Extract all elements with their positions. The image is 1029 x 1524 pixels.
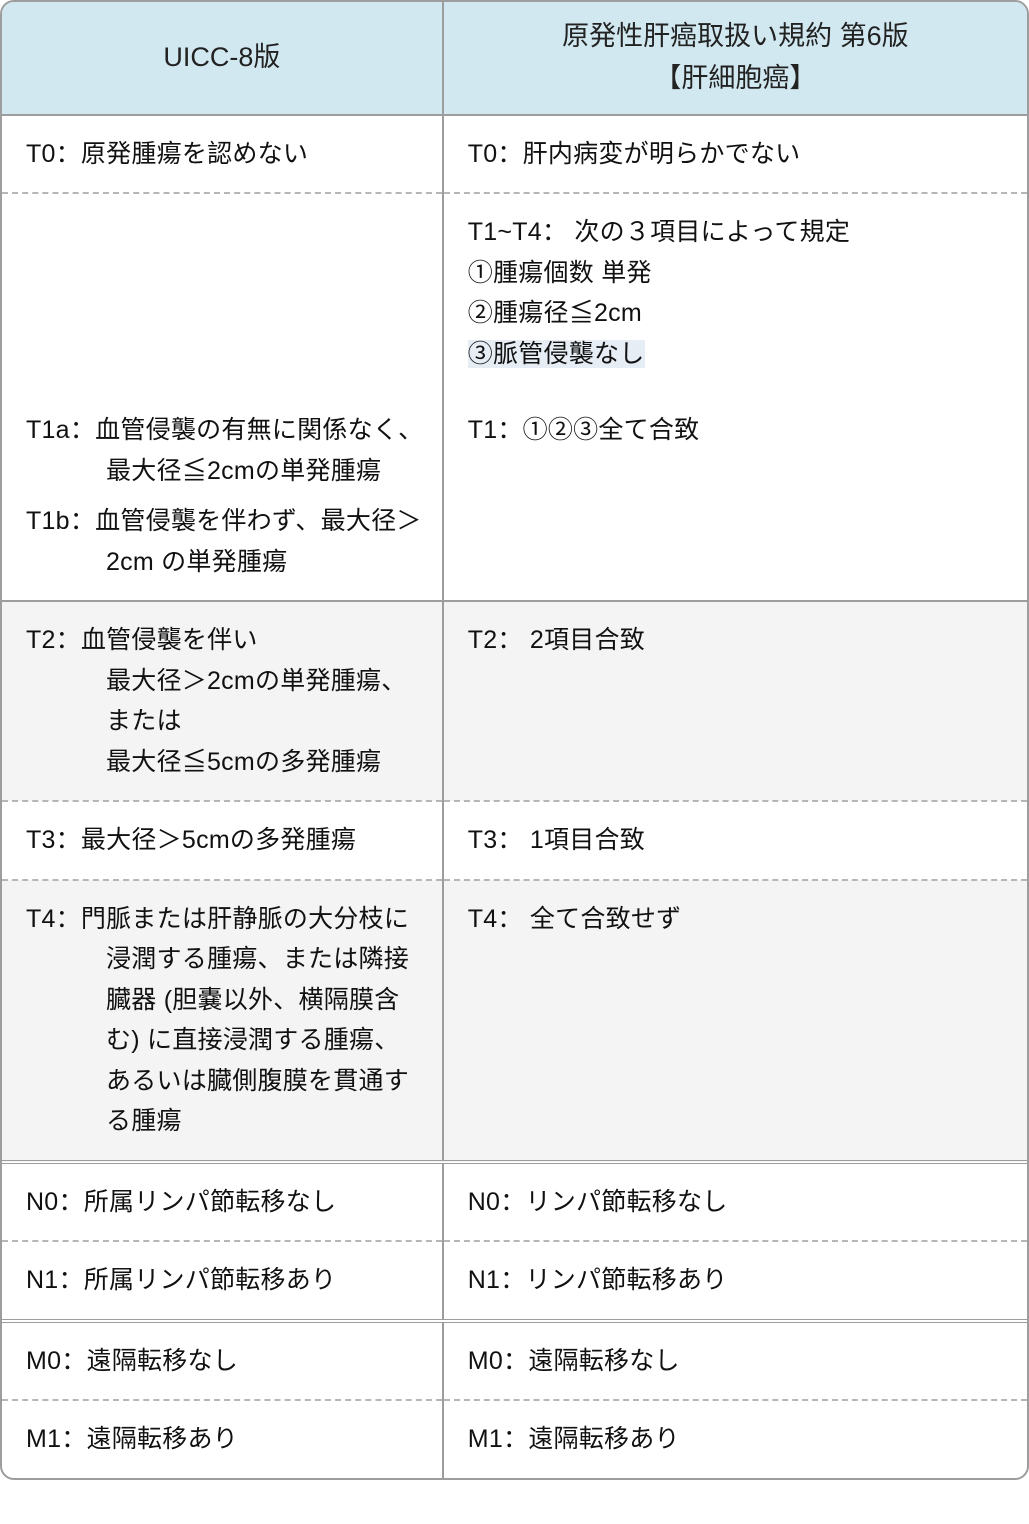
- cell-uicc: T2：血管侵襲を伴い最大径＞2cmの単発腫瘍、または最大径≦5cmの多発腫瘍: [2, 601, 443, 801]
- table-row: T1a：血管侵襲の有無に関係なく、最大径≦2cmの単発腫瘍 T1b：血管侵襲を伴わ…: [2, 392, 1027, 601]
- table: UICC-8版 原発性肝癌取扱い規約 第6版【肝細胞癌】 T0：原発腫瘍を認めな…: [2, 2, 1027, 1478]
- line: ③脈管侵襲なし: [468, 334, 1009, 375]
- table-row: T4：門脈または肝静脈の大分枝に浸潤する腫瘍、または隣接臓器 (胆嚢以外、横隔膜…: [2, 880, 1027, 1162]
- cell-japan: T4： 全て合致せず: [443, 880, 1027, 1162]
- cell-uicc: T3：最大径＞5cmの多発腫瘍: [2, 801, 443, 880]
- table-row: T2：血管侵襲を伴い最大径＞2cmの単発腫瘍、または最大径≦5cmの多発腫瘍T2…: [2, 601, 1027, 801]
- cell-uicc: T4：門脈または肝静脈の大分枝に浸潤する腫瘍、または隣接臓器 (胆嚢以外、横隔膜…: [2, 880, 443, 1162]
- line: ①腫瘍個数 単発: [468, 253, 1009, 294]
- line: ②腫瘍径≦2cm: [468, 293, 1009, 334]
- cell-uicc: M0：遠隔転移なし: [2, 1321, 443, 1401]
- cell-japan: T1：①②③全て合致: [443, 392, 1027, 601]
- cell-uicc: M1：遠隔転移あり: [2, 1400, 443, 1478]
- cell-uicc: N1：所属リンパ節転移あり: [2, 1241, 443, 1321]
- cell-uicc: T1a：血管侵襲の有無に関係なく、最大径≦2cmの単発腫瘍 T1b：血管侵襲を伴わ…: [2, 392, 443, 601]
- cell-japan: T0：肝内病変が明らかでない: [443, 115, 1027, 194]
- table-row: T0：原発腫瘍を認めないT0：肝内病変が明らかでない: [2, 115, 1027, 194]
- cell-japan: M0：遠隔転移なし: [443, 1321, 1027, 1401]
- cell-japan: T1~T4： 次の３項目によって規定①腫瘍個数 単発②腫瘍径≦2cm③脈管侵襲な…: [443, 193, 1027, 392]
- table-row: N0：所属リンパ節転移なしN0：リンパ節転移なし: [2, 1162, 1027, 1242]
- staging-comparison-table: UICC-8版 原発性肝癌取扱い規約 第6版【肝細胞癌】 T0：原発腫瘍を認めな…: [0, 0, 1029, 1480]
- col-header-japan: 原発性肝癌取扱い規約 第6版【肝細胞癌】: [443, 2, 1027, 115]
- hanging-item: T4：門脈または肝静脈の大分枝に浸潤する腫瘍、または隣接臓器 (胆嚢以外、横隔膜…: [26, 899, 424, 1142]
- cell-uicc: [2, 193, 443, 392]
- cell-uicc: T0：原発腫瘍を認めない: [2, 115, 443, 194]
- table-row: M1：遠隔転移ありM1：遠隔転移あり: [2, 1400, 1027, 1478]
- line: T1~T4： 次の３項目によって規定: [468, 212, 1009, 253]
- cell-uicc: N0：所属リンパ節転移なし: [2, 1162, 443, 1242]
- header-row: UICC-8版 原発性肝癌取扱い規約 第6版【肝細胞癌】: [2, 2, 1027, 115]
- table-row: M0：遠隔転移なしM0：遠隔転移なし: [2, 1321, 1027, 1401]
- table-row: T3：最大径＞5cmの多発腫瘍T3： 1項目合致: [2, 801, 1027, 880]
- cell-japan: N0：リンパ節転移なし: [443, 1162, 1027, 1242]
- cell-japan: T3： 1項目合致: [443, 801, 1027, 880]
- hanging-item: T2：血管侵襲を伴い最大径＞2cmの単発腫瘍、または最大径≦5cmの多発腫瘍: [26, 620, 424, 782]
- hanging-item: T1a：血管侵襲の有無に関係なく、最大径≦2cmの単発腫瘍: [26, 410, 424, 491]
- table-row: T1~T4： 次の３項目によって規定①腫瘍個数 単発②腫瘍径≦2cm③脈管侵襲な…: [2, 193, 1027, 392]
- cell-japan: N1：リンパ節転移あり: [443, 1241, 1027, 1321]
- cell-japan: T2： 2項目合致: [443, 601, 1027, 801]
- cell-japan: M1：遠隔転移あり: [443, 1400, 1027, 1478]
- col-header-uicc: UICC-8版: [2, 2, 443, 115]
- table-row: N1：所属リンパ節転移ありN1：リンパ節転移あり: [2, 1241, 1027, 1321]
- hanging-item: T1b：血管侵襲を伴わず、最大径＞2cm の単発腫瘍: [26, 501, 424, 582]
